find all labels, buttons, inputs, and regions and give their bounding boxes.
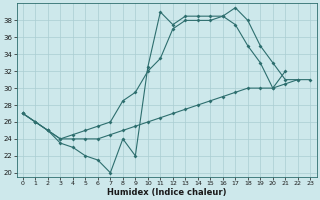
X-axis label: Humidex (Indice chaleur): Humidex (Indice chaleur) — [107, 188, 226, 197]
